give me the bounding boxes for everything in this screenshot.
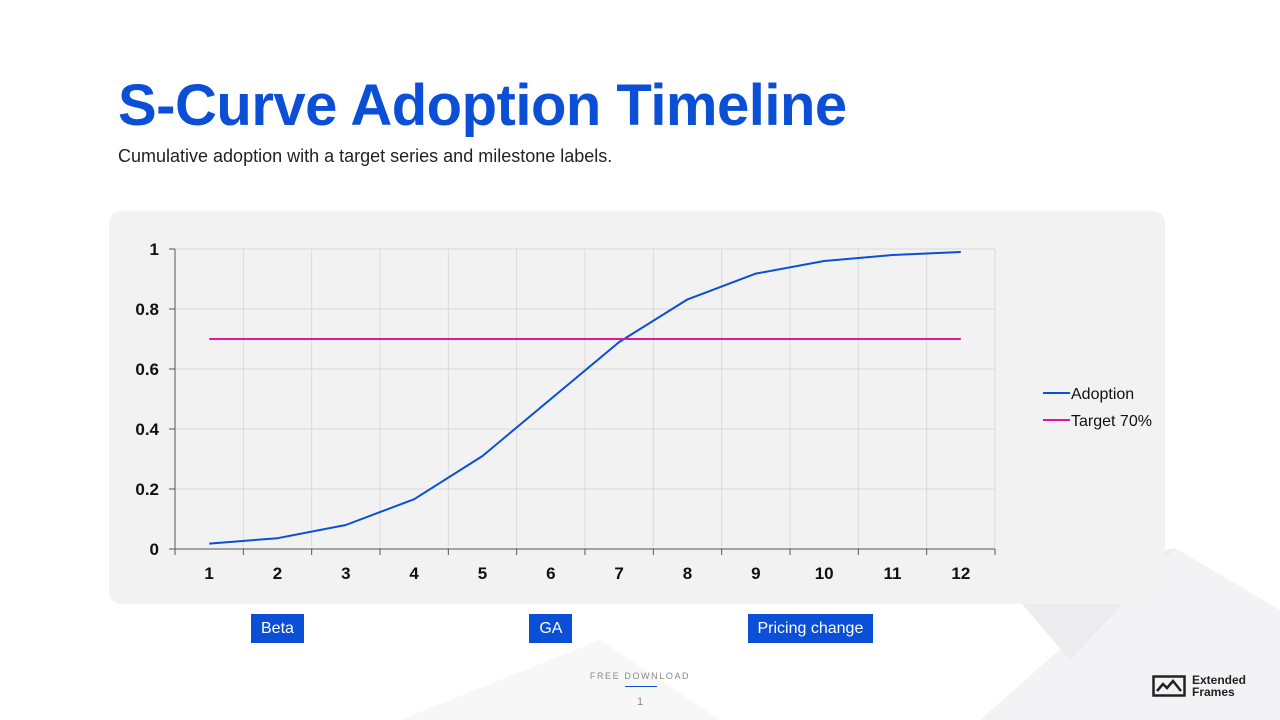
y-tick-label: 0.2 — [135, 480, 159, 499]
chart-panel: 0 0.2 0.4 0.6 0.8 1 1 2 3 4 5 6 7 8 9 10 11 12 Adoption Ta… — [109, 211, 1165, 604]
x-tick-label: 9 — [751, 564, 760, 583]
chart-axes: 00.20.40.60.811 2 3 4 5 6 7 8 9 10 11 12 — [135, 240, 996, 583]
page-number: 1 — [636, 696, 644, 708]
x-tick-label: 5 — [478, 564, 487, 583]
x-tick-label: 8 — [683, 564, 692, 583]
logo-line-2: Frames — [1192, 685, 1235, 699]
x-tick-label: 6 — [546, 564, 555, 583]
y-tick-label: 0 — [150, 540, 159, 559]
x-tick-label: 1 — [204, 564, 213, 583]
legend-label: Adoption — [1071, 386, 1134, 403]
x-tick-label: 3 — [341, 564, 350, 583]
y-tick-label: 1 — [150, 240, 159, 259]
logo-wordmark: Extended Frames — [1192, 674, 1246, 698]
legend-label: Target 70% — [1071, 413, 1152, 430]
x-tick-label: 12 — [951, 564, 970, 583]
adoption-chart: 00.20.40.60.811 2 3 4 5 6 7 8 9 10 11 12 AdoptionTa… — [135, 240, 1152, 583]
milestone-badge: GA — [529, 614, 573, 643]
mountain-frame-icon — [1152, 675, 1186, 697]
milestone-badge: Beta — [251, 614, 304, 643]
page-subtitle: Cumulative adoption with a target series… — [118, 146, 613, 166]
x-tick-label: 2 — [273, 564, 282, 583]
chart-grid — [175, 248, 996, 550]
footer-divider — [625, 686, 657, 687]
milestone-badge: Pricing change — [747, 614, 874, 643]
chart-legend: Adoption Target 70% — [1043, 386, 1152, 430]
footer-label: FREE DOWNLOAD — [589, 671, 691, 681]
brand-logo: Extended Frames — [1152, 674, 1246, 698]
x-tick-label: 4 — [409, 564, 419, 583]
series-line-adoption — [209, 251, 961, 545]
x-tick-label: 10 — [815, 564, 834, 583]
x-tick-label: 7 — [614, 564, 623, 583]
y-tick-label: 0.8 — [135, 300, 159, 319]
page-title: S-Curve Adoption Timeline — [118, 73, 847, 138]
chart-series — [209, 251, 961, 545]
x-tick-label: 11 — [884, 564, 902, 583]
y-tick-label: 0.4 — [135, 420, 159, 439]
logo-line-1: Extended — [1192, 673, 1247, 687]
y-tick-label: 0.6 — [135, 360, 159, 379]
